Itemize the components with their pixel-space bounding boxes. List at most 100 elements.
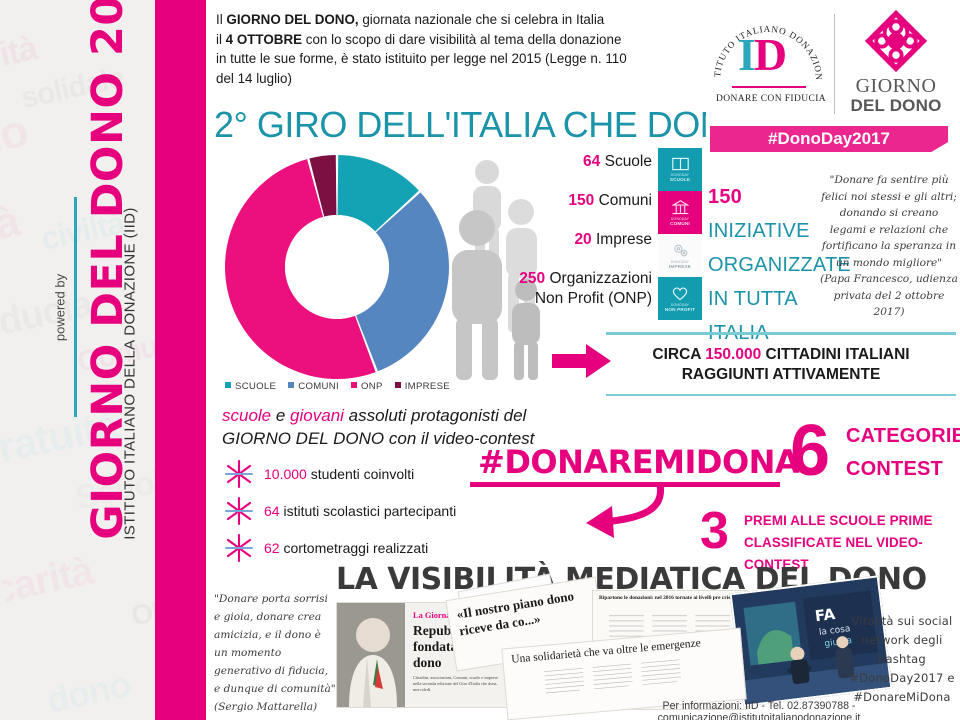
reach-number: 150.000 (705, 345, 762, 363)
contest-three-line1: PREMI ALLE SCUOLE PRIME (744, 513, 933, 528)
brand-line-2: DEL DONO (850, 96, 942, 115)
event-stage-icon: FA la cosa giusta (731, 577, 891, 705)
book-icon (671, 157, 689, 171)
donut-slice-imprese (309, 155, 337, 217)
intro-line2-c: con lo scopo di dare visibilità al tema … (302, 31, 622, 47)
reach-suffix: CITTADINI ITALIANI (761, 345, 910, 363)
tile-label-comuni: COMUNI (670, 220, 690, 226)
hashtag-donaremidona: #DONAREMIDONA (478, 443, 800, 481)
mattarella-quote-text: "Donare porta sorrisi e gioia, donare cr… (214, 593, 336, 695)
brand-line-1: GIORNO (855, 75, 937, 97)
bullet-shortfilms: 62 cortometraggi realizzati (224, 529, 544, 566)
curved-arrow-icon (586, 483, 665, 538)
stat-label-imprese: Imprese (591, 231, 652, 248)
contest-six-number: 6 (790, 411, 831, 491)
category-tiles: DONODAY SCUOLE DONODAY COMUNI DONODAY IM… (658, 148, 702, 320)
footer-contact: Per informazioni: IID - Tel. 02.87390788… (657, 700, 861, 720)
bullet-students-text: 10.000 studenti coinvolti (264, 466, 414, 482)
intro-line2-a: il (216, 31, 226, 47)
schools-bullets: 10.000 studenti coinvolti 64 istituti sc… (224, 455, 544, 566)
stat-value-scuole: 64 (583, 153, 601, 170)
chart-legend: SCUOLE COMUNI ONP IMPRESE (225, 381, 450, 392)
stat-value-onp: 250 (519, 270, 546, 287)
legend-label-scuole: SCUOLE (235, 381, 277, 392)
tile-kicker-scuole: DONODAY (670, 173, 690, 177)
powered-by-label: powered by (52, 273, 68, 342)
donut-chart (222, 152, 452, 382)
schools-conj: e (271, 406, 291, 425)
legend-label-comuni: COMUNI (298, 381, 339, 392)
reach-band: CIRCA 150.000 CITTADINI ITALIANI RAGGIUN… (606, 332, 956, 396)
intro-line1-c: giornata nazionale che si celebra in Ita… (358, 12, 605, 27)
tile-kicker-non-profit: DONODAY (670, 302, 690, 307)
stat-value-comuni: 150 (568, 192, 595, 209)
photo-mattarella-icon (337, 603, 405, 707)
stat-scuole: 64 Scuole (452, 152, 652, 172)
band-rule-bottom (606, 393, 956, 396)
intro-line4: del 14 luglio) (216, 70, 292, 86)
clipping-headline: Ripartono le donazioni: nel 2016 tornate… (599, 595, 732, 601)
iid-rule (732, 86, 806, 88)
schools-line2: GIORNO DEL DONO con il video-contest (222, 429, 535, 448)
initiatives-line2: ORGANIZZATE (708, 254, 851, 276)
contest-six-line2: CONTEST (846, 458, 943, 480)
mattarella-quote-attribution: (Sergio Mattarella) (214, 701, 318, 713)
schools-word-giovani: giovani (290, 406, 344, 425)
bullet-shortfilms-text: 62 cortometraggi realizzati (264, 540, 428, 556)
initiatives-word: INIZIATIVE (708, 220, 810, 242)
contest-three-line2: CLASSIFICATE NEL VIDEO-CONTEST (744, 535, 923, 572)
pink-stripe (155, 0, 206, 720)
reach-line2: RAGGIUNTI ATTIVAMENTE (681, 365, 881, 383)
bullet-institutes-text: 64 istituti scolastici partecipanti (264, 503, 456, 519)
clipping-kicker: La Giornata (413, 611, 458, 620)
iid-ring-text-icon: ISTITUTO ITALIANO DONAZIONE (710, 10, 823, 81)
schools-line1-rest: assoluti protagonisti del (343, 406, 527, 425)
logo-block: ISTITUTO ITALIANO DONAZIONE ID DONARE CO… (706, 6, 952, 156)
star-burst-icon (224, 459, 254, 488)
tile-comuni: DONODAY COMUNI (658, 191, 702, 234)
rail-divider-line (74, 197, 77, 417)
clipping-body: Cittadini, associazioni, Comuni, scuole … (413, 675, 498, 692)
tile-label-non-profit: NON PROFIT (664, 306, 696, 312)
reach-prefix: CIRCA (652, 345, 706, 363)
stat-label-scuole: Scuole (600, 153, 652, 170)
bullet-institutes-label: istituti scolastici partecipanti (279, 502, 457, 519)
bullet-students-value: 10.000 (264, 465, 307, 482)
svg-text:FA: FA (814, 605, 837, 625)
intro-line1-a: Il (216, 12, 227, 27)
legend-item-onp: ONP (350, 381, 383, 392)
bullet-institutes: 64 istituti scolastici partecipanti (224, 492, 544, 529)
tile-label-imprese: IMPRESE (668, 263, 692, 269)
iid-monogram: ID (738, 32, 787, 78)
section-heading-giro: 2° GIRO DELL'ITALIA CHE DONA (214, 104, 749, 145)
svg-text:la cosa: la cosa (818, 624, 851, 638)
intro-line2-b: 4 OTTOBRE (225, 31, 303, 47)
clipping-stage-photo: FA la cosa giusta (729, 575, 893, 707)
stat-label-comuni: Comuni (594, 192, 652, 209)
star-burst-icon (224, 496, 254, 525)
bullet-shortfilms-label: cortometraggi realizzati (279, 539, 429, 556)
tile-imprese: DONODAY IMPRESE (658, 234, 702, 277)
contest-three-number: 3 (700, 502, 729, 560)
diamond-flower-icon (864, 9, 928, 73)
hashtag-underline (470, 482, 780, 487)
virality-note: Viralità sui social network degli hashta… (849, 614, 955, 704)
schools-intro: scuole e giovani assoluti protagonisti d… (222, 404, 552, 450)
gears-icon (673, 244, 687, 256)
reach-text: CIRCA 150.000 CITTADINI ITALIANI RAGGIUN… (606, 335, 956, 394)
bullet-institutes-value: 64 (264, 502, 280, 519)
bullet-students-label: studenti coinvolti (306, 465, 415, 482)
pope-quote: "Donare fa sentire più felici noi stessi… (820, 172, 958, 321)
contest-six-labels: CATEGORIE CONTEST (846, 420, 960, 486)
contest-three-labels: PREMI ALLE SCUOLE PRIME CLASSIFICATE NEL… (744, 510, 960, 576)
stat-onp: 250 Organizzazioni Non Profit (ONP) (452, 269, 652, 309)
donut-slice-onp (224, 159, 376, 380)
intro-line3: in tutte le sue forme, è stato istituito… (216, 51, 627, 66)
people-silhouettes-icon (452, 160, 540, 380)
donut-slice-comuni (356, 192, 449, 372)
pope-quote-text: "Donare fa sentire più felici noi stessi… (821, 174, 957, 269)
mattarella-quote: "Donare porta sorrisi e gioia, donare cr… (214, 590, 336, 716)
tile-label-scuole: SCUOLE (669, 177, 691, 182)
pope-quote-attribution: (Papa Francesco, udienza privata del 2 o… (820, 273, 958, 318)
